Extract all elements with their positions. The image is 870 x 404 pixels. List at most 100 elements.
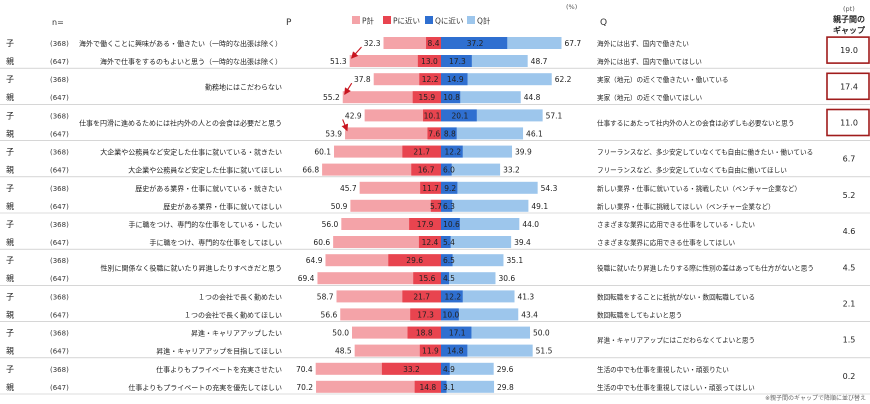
q-near-value: 10.6 <box>443 220 460 229</box>
sample-size: (368) <box>50 112 69 120</box>
p-near-bar <box>402 290 441 303</box>
p-total-value: 60.6 <box>313 238 330 247</box>
legend-swatch-p-total <box>352 16 360 24</box>
respondent-label: 子 <box>6 184 14 193</box>
q-near-bar <box>441 181 458 194</box>
q-near-value: 9.2 <box>444 184 456 193</box>
legend-label-p-total: P計 <box>362 16 375 26</box>
item-group-3: 子 (368) 60.1 21.7 12.2 39.9 親 (647) 66.8 16.7 6.0 3… <box>0 145 870 178</box>
p-near-bar <box>417 55 441 67</box>
q-near-bar <box>441 37 508 49</box>
p-total-value: 64.9 <box>306 256 323 265</box>
legend-swatch-q-near <box>425 16 433 24</box>
respondent-label: 子 <box>6 39 14 48</box>
p-near-value: 5.7 <box>430 202 442 211</box>
p-total-value: 50.0 <box>332 329 349 338</box>
q-near-bar <box>441 290 463 303</box>
p-near-value: 12.4 <box>422 238 439 247</box>
q-statement: 役職に就いたり昇進したりする際に性別の差はあっても仕方がないと思う <box>597 263 814 272</box>
p-header: P <box>286 18 292 28</box>
p-total-value: 45.7 <box>340 184 357 193</box>
q-statement: フリーランスなど、多少安定していなくても自由に働きたい・働いている <box>597 148 813 157</box>
p-near-value: 21.7 <box>413 292 430 301</box>
q-near-bar <box>441 254 453 267</box>
p-near-bar <box>426 37 441 49</box>
percent-unit: (%) <box>566 3 577 11</box>
p-total-value: 69.4 <box>298 274 315 283</box>
p-total-value: 48.5 <box>335 347 352 356</box>
p-total-value: 70.4 <box>296 365 313 374</box>
sample-size: (647) <box>50 167 69 175</box>
respondent-label: 子 <box>6 256 14 265</box>
q-near-bar <box>441 380 447 393</box>
q-statement: 海外には出ず、国内で働いてほしい <box>597 57 702 66</box>
q-total-bar <box>441 73 552 86</box>
q-total-bar <box>441 163 501 176</box>
respondent-label: 親 <box>6 309 14 319</box>
p-statement: 勤務地にはこだわらない <box>205 82 282 91</box>
legend-swatch-p-near <box>383 16 391 24</box>
q-total-bar <box>441 91 521 104</box>
respondent-label: 親 <box>6 56 14 66</box>
sample-size: (368) <box>50 257 69 265</box>
p-total-value: 66.8 <box>302 166 319 175</box>
sample-size: (647) <box>50 203 69 211</box>
p-statement: 大企業や公務員など安定した仕事に就いている・就きたい <box>100 148 282 157</box>
sample-size: (647) <box>50 384 69 392</box>
item-group-9: 子 (368) 70.4 33.2 4.9 29.6 親 (647) 70.2 14.8 3.1 29… <box>0 362 870 395</box>
gap-unit: (pt) <box>843 5 855 13</box>
q-total-value: 48.7 <box>531 57 548 66</box>
p-total-bar <box>317 272 441 285</box>
gap-value: 0.2 <box>843 372 856 381</box>
q-near-value: 14.8 <box>447 347 464 356</box>
chart-groups: 子 (368) 32.3 8.4 37.2 67.7 親 (647) 51.3 13.0 17.3 4… <box>0 36 870 395</box>
q-statement: 実家（地元）の近くで働いてほしい <box>597 93 703 102</box>
p-near-bar <box>409 218 441 230</box>
sample-size: (368) <box>50 293 69 301</box>
p-near-bar <box>410 308 441 321</box>
respondent-label: 子 <box>6 148 14 157</box>
p-near-value: 17.9 <box>417 220 434 229</box>
item-group-7: 子 (368) 58.7 21.7 12.2 41.3 親 (647) 56.6 17.3 10.0… <box>0 290 870 322</box>
p-statement: 海外で仕事をするのもよいと思う（一時的な出張は除く） <box>100 57 282 66</box>
q-total-value: 46.1 <box>526 129 543 138</box>
p-statement: 手に職をつけ、専門的な仕事をしている・したい <box>129 220 282 229</box>
respondent-label: 親 <box>6 165 14 175</box>
q-near-bar <box>441 272 450 285</box>
q-near-bar <box>441 362 450 375</box>
p-near-value: 18.8 <box>416 329 433 338</box>
gap-title-line2: ギャップ <box>833 25 866 35</box>
gap-highlight-box <box>826 72 870 101</box>
q-total-bar <box>441 254 504 267</box>
p-near-value: 21.7 <box>413 148 430 157</box>
q-total-bar <box>441 308 519 321</box>
sample-size: (647) <box>50 239 69 247</box>
respondent-label: 子 <box>6 329 14 338</box>
sample-size: (647) <box>50 58 69 66</box>
q-near-value: 6.5 <box>443 256 455 265</box>
p-near-value: 16.7 <box>418 166 435 175</box>
p-statement: 仕事よりもプライベートの充実を優先してほしい <box>128 383 282 392</box>
q-statement: 新しい業界・仕事に就いている・挑戦したい（ベンチャー企業など） <box>597 184 801 193</box>
q-total-bar <box>441 362 494 375</box>
p-total-value: 55.2 <box>323 93 340 102</box>
p-total-bar <box>364 109 441 122</box>
respondent-label: 親 <box>6 382 14 392</box>
p-near-bar <box>427 127 441 140</box>
q-statement: 昇進・キャリアアップにはこだわらなくてよいと思う <box>597 336 755 345</box>
p-statement: 海外で働くことに興味がある・働きたい（一時的な出張は除く） <box>79 39 282 48</box>
p-near-bar <box>413 272 441 285</box>
respondent-label: 子 <box>6 292 14 301</box>
q-statement: 新しい業界・仕事に挑戦してほしい（ベンチャー企業など） <box>597 202 775 211</box>
p-total-value: 58.7 <box>317 292 334 301</box>
q-total-value: 33.2 <box>503 166 520 175</box>
p-total-value: 51.3 <box>330 57 347 66</box>
respondent-label: 親 <box>6 346 14 356</box>
sample-size: (368) <box>50 330 69 338</box>
q-near-value: 12.2 <box>445 148 462 157</box>
respondent-label: 親 <box>6 273 14 283</box>
sample-size: (647) <box>50 311 69 319</box>
q-statement: フリーランスなど、多少安定していなくても自由に働いてほしい <box>597 166 787 175</box>
q-statement: 生活の中でも仕事を重視したい・頑張りたい <box>597 365 729 374</box>
gap-value: 19.0 <box>840 46 858 55</box>
